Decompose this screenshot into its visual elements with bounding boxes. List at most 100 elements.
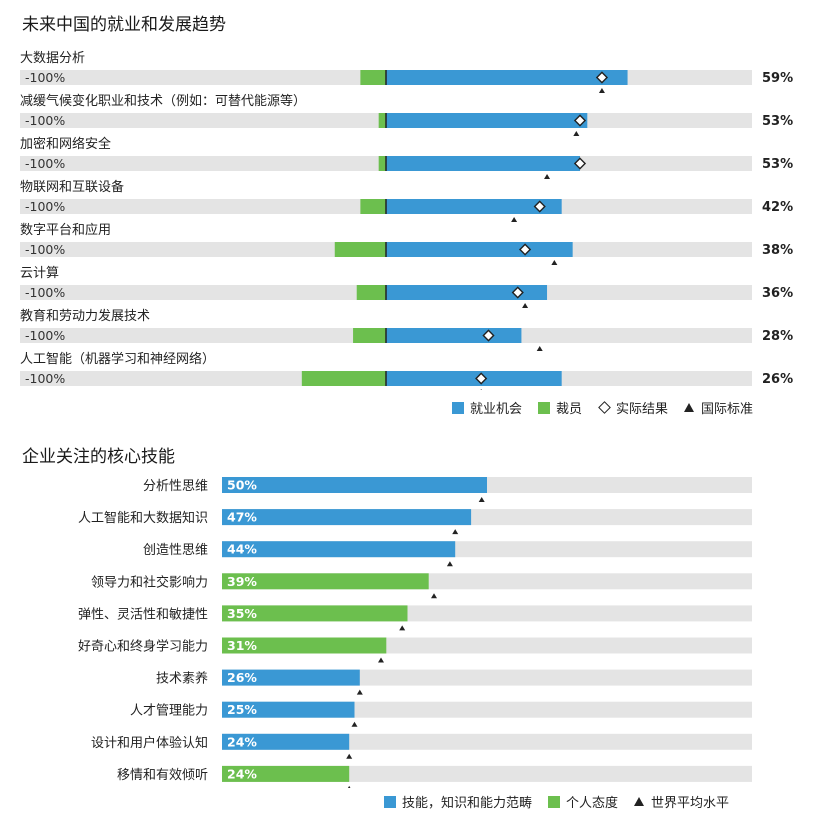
- axis-min-label: -100%: [25, 199, 65, 214]
- skill-bar: [222, 765, 350, 782]
- actual-result-marker: [475, 372, 488, 385]
- skill-label: 人才管理能力: [130, 704, 208, 719]
- skill-label: 设计和用户体验认知: [91, 735, 208, 751]
- skill-bar: [222, 701, 355, 718]
- skill-value-label: 31%: [227, 638, 257, 653]
- skill-bar: [222, 477, 487, 493]
- skill-value-label: 25%: [227, 702, 257, 717]
- actual-result-marker: [511, 286, 524, 299]
- skill-value-label: 24%: [227, 734, 257, 749]
- skill-value-label: 24%: [227, 766, 257, 781]
- layoff-bar: [334, 242, 386, 257]
- chart1-title: 未来中国的就业和发展趋势: [22, 15, 226, 35]
- world-average-marker: [356, 689, 363, 695]
- skill-value-label: 39%: [227, 574, 257, 589]
- intl-standard-marker: [573, 131, 580, 136]
- skill-label: 领导力和社交影响力: [91, 574, 208, 590]
- legend-swatch-blue: [452, 401, 464, 414]
- intl-standard-marker: [598, 88, 605, 93]
- job-bar: [386, 285, 548, 300]
- axis-min-label: -100%: [25, 156, 65, 171]
- layoff-bar: [360, 70, 386, 85]
- axis-min-label: -100%: [25, 328, 65, 343]
- value-label: 42%: [762, 200, 793, 215]
- intl-standard-marker: [511, 217, 518, 222]
- skill-bar: [222, 605, 408, 622]
- skill-bar: [222, 669, 360, 686]
- category-label: 大数据分析: [20, 51, 85, 66]
- actual-result-marker: [533, 200, 546, 213]
- world-average-marker: [431, 593, 437, 599]
- skill-bar: [222, 509, 472, 526]
- axis-min-label: -100%: [25, 371, 65, 386]
- layoff-bar: [378, 156, 386, 171]
- value-label: 26%: [762, 372, 793, 387]
- actual-result-marker: [573, 157, 587, 170]
- legend-item-layoff: 裁员: [538, 398, 582, 417]
- intl-standard-marker: [551, 260, 558, 265]
- bar-track: [222, 733, 752, 750]
- skill-value-label: 47%: [227, 510, 257, 525]
- job-bar: [386, 156, 580, 171]
- legend-label-skills: 技能，知识和能力范畴: [402, 796, 533, 811]
- layoff-bar: [301, 371, 386, 386]
- world-average-marker: [378, 657, 384, 663]
- legend-item-attitude: 个人态度: [548, 792, 618, 811]
- actual-result-marker: [573, 114, 587, 127]
- legend-label-world: 世界平均水平: [651, 796, 730, 811]
- chart2-title: 企业关注的核心技能: [22, 447, 175, 467]
- skill-bar: [222, 637, 387, 654]
- category-label: 数字平台和应用: [20, 222, 111, 238]
- axis-min-label: -100%: [25, 285, 65, 300]
- chart1-legend: 就业机会 裁员 实际结果 国际标准: [436, 398, 753, 417]
- skill-label: 技术素养: [156, 671, 208, 687]
- skill-bar: [222, 733, 350, 750]
- legend-label-actual: 实际结果: [616, 402, 669, 417]
- axis-min-label: -100%: [25, 113, 65, 128]
- skill-value-label: 50%: [227, 478, 257, 493]
- axis-min-label: -100%: [25, 242, 65, 257]
- skill-label: 弹性、灵活性和敏捷性: [78, 607, 208, 622]
- skill-value-label: 35%: [227, 606, 257, 621]
- skill-bar: [222, 541, 456, 558]
- triangle-icon: [684, 403, 695, 412]
- category-label: 加密和网络安全: [20, 136, 111, 152]
- legend-label-job: 就业机会: [470, 402, 523, 417]
- world-average-marker: [347, 785, 351, 788]
- skill-label: 移情和有效倾听: [117, 768, 208, 783]
- world-average-marker: [399, 625, 406, 631]
- value-label: 53%: [762, 114, 793, 129]
- job-bar: [386, 328, 522, 343]
- layoff-bar: [360, 199, 386, 214]
- legend-item-job: 就业机会: [452, 398, 522, 417]
- category-label: 减缓气候变化职业和技术（例如：可替代能源等）: [20, 93, 306, 109]
- chart2-svg: 分析性思维 50% 人工智能和大数据知识 47% 创造性思维 44% 领导力和社交影响力 39…: [78, 477, 752, 788]
- intl-standard-marker: [480, 389, 482, 390]
- legend-item-skills: 技能，知识和能力范畴: [384, 792, 532, 811]
- skill-label: 好奇心和终身学习能力: [78, 639, 208, 655]
- layoff-bar: [356, 285, 386, 300]
- job-bar: [386, 371, 562, 386]
- legend-swatch-blue: [384, 795, 396, 808]
- value-label: 53%: [762, 157, 793, 172]
- category-label: 人工智能（机器学习和神经网络）: [20, 351, 215, 367]
- skill-value-label: 44%: [227, 542, 257, 557]
- category-label: 云计算: [20, 266, 59, 281]
- intl-standard-marker: [536, 346, 543, 351]
- intl-standard-marker: [544, 174, 551, 179]
- value-label: 38%: [762, 243, 793, 258]
- job-bar: [386, 70, 628, 85]
- actual-result-marker: [482, 329, 495, 342]
- value-label: 28%: [762, 329, 793, 344]
- value-label: 36%: [762, 286, 793, 301]
- legend-label-attitude: 个人态度: [566, 796, 619, 811]
- legend-item-world: 世界平均水平: [634, 792, 729, 811]
- skill-label: 创造性思维: [143, 543, 208, 558]
- job-bar: [386, 242, 573, 257]
- world-average-marker: [478, 497, 485, 502]
- triangle-icon: [634, 797, 645, 806]
- layoff-bar: [378, 113, 386, 128]
- world-average-marker: [346, 753, 353, 759]
- layoff-bar: [353, 328, 386, 343]
- intl-standard-marker: [522, 303, 529, 308]
